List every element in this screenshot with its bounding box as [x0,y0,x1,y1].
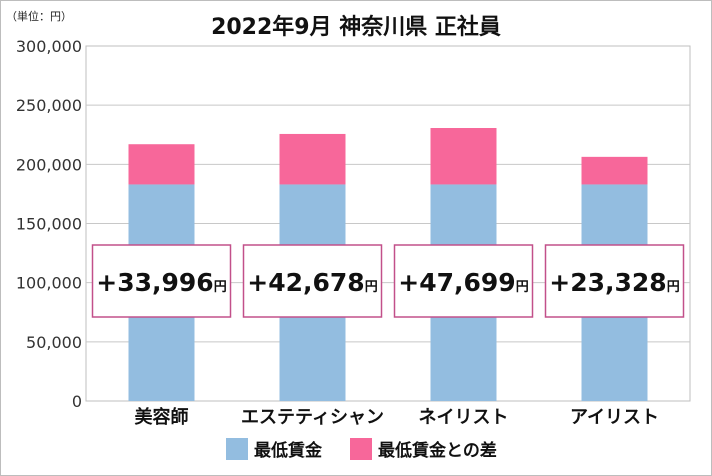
callout-unit: 円 [667,280,680,295]
y-tick-label: 300,000 [16,37,82,56]
legend-label: 最低賃金 [254,440,323,461]
y-tick-label: 150,000 [16,215,82,234]
bar-segment-difference [581,156,648,185]
y-tick-label: 200,000 [16,155,82,174]
unit-label: （単位：円） [6,9,72,23]
callout-box [242,244,383,318]
legend-swatch [226,438,248,460]
callout-value: +47,699 [398,268,515,297]
callout-label: +23,328円 [549,268,679,297]
x-tick-label: エステティシャン [241,407,384,428]
legend-label: 最低賃金との差 [378,440,497,461]
callout-label: +42,678円 [247,268,377,297]
callout-label: +33,996円 [96,268,226,297]
y-tick-label: 50,000 [26,333,82,352]
callout-box [393,244,534,318]
y-tick-label: 100,000 [16,274,82,293]
callout-value: +42,678 [247,268,364,297]
legend-swatch [350,438,372,460]
x-tick-label: ネイリスト [419,407,509,428]
callout-value: +33,996 [96,268,213,297]
callout-label: +47,699円 [398,268,528,297]
chart-title: 2022年9月 神奈川県 正社員 [211,14,501,40]
y-tick-label: 0 [72,392,82,411]
callout-unit: 円 [516,280,529,295]
callout-unit: 円 [214,280,227,295]
bar-segment-difference [128,144,195,185]
y-tick-label: 250,000 [16,96,82,115]
callout-box [91,244,232,318]
x-tick-label: アイリスト [570,407,659,428]
callout-unit: 円 [365,280,378,295]
bar-segment-difference [430,128,497,185]
callout-box [544,244,685,318]
x-tick-label: 美容師 [135,406,189,428]
callout-value: +23,328 [549,268,666,297]
bar-segment-difference [279,133,346,185]
